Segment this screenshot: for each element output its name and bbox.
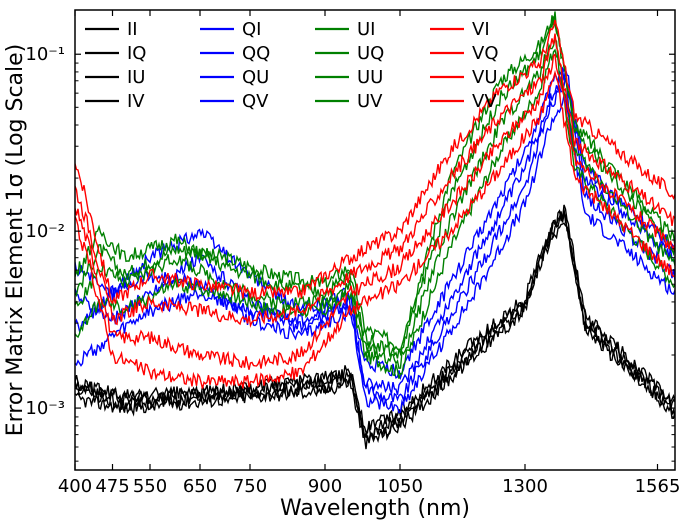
- legend-label: VI: [472, 19, 490, 40]
- legend-label: VU: [472, 67, 498, 88]
- y-axis-label: Error Matrix Element 1σ (Log Scale): [3, 44, 28, 437]
- legend-label: UU: [357, 67, 383, 88]
- xtick-label: 750: [233, 476, 267, 497]
- legend-label: QI: [242, 19, 261, 40]
- legend-label: IU: [127, 67, 145, 88]
- error-matrix-chart: 400475550 650 750 900 1050 1300 1565 10⁻³ 10⁻² 10…: [0, 0, 685, 523]
- legend-label: VV: [472, 91, 497, 112]
- xtick-label: 400: [58, 476, 92, 497]
- ytick-label: 10⁻³: [25, 398, 65, 419]
- xtick-label: 1050: [377, 476, 423, 497]
- legend-label: QQ: [242, 43, 270, 64]
- legend-label: IV: [127, 91, 145, 112]
- legend-label: UQ: [357, 43, 384, 64]
- ytick-label: 10⁻¹: [25, 44, 65, 65]
- legend-label: II: [127, 19, 138, 40]
- xtick-label: 900: [308, 476, 342, 497]
- x-axis-label: Wavelength (nm): [280, 496, 470, 521]
- legend-label: UV: [357, 91, 383, 112]
- legend-label: QU: [242, 67, 269, 88]
- xtick-label: 550: [133, 476, 167, 497]
- ytick-label: 10⁻²: [25, 221, 65, 242]
- xtick-label: 1565: [635, 476, 681, 497]
- legend-label: VQ: [472, 43, 498, 64]
- xtick-label: 1300: [502, 476, 548, 497]
- xtick-label: 475: [95, 476, 129, 497]
- legend-label: IQ: [127, 43, 146, 64]
- xtick-label: 650: [183, 476, 217, 497]
- legend-label: QV: [242, 91, 269, 112]
- legend-label: UI: [357, 19, 375, 40]
